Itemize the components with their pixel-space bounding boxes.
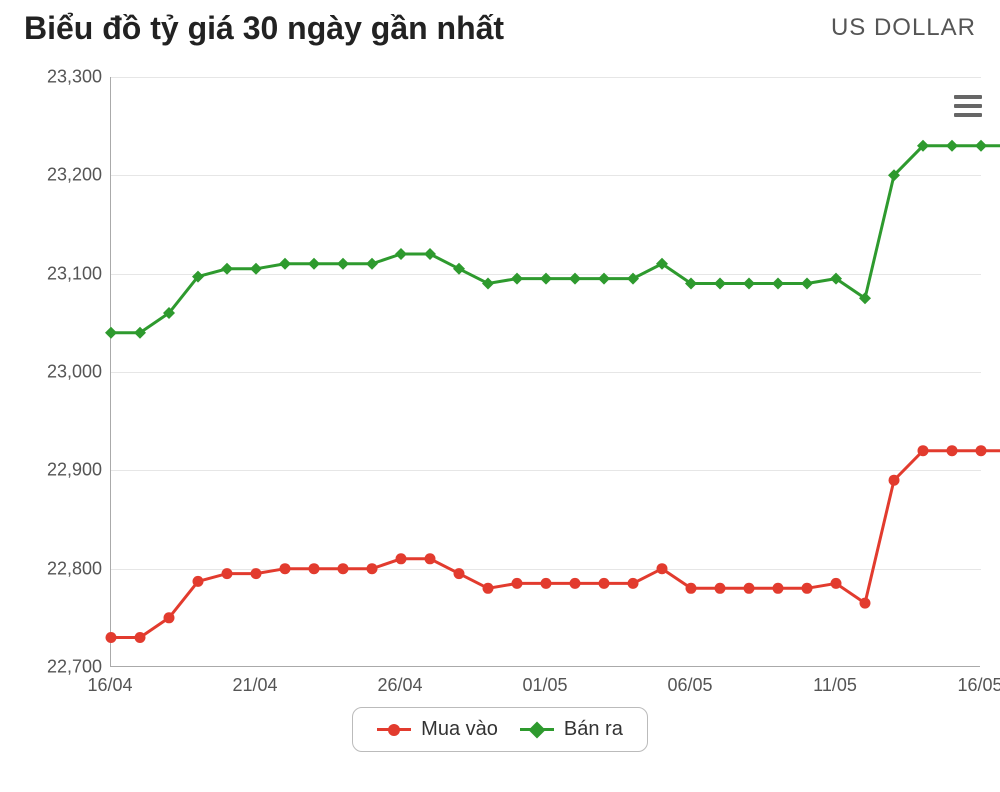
y-axis-label: 23,000: [47, 362, 102, 383]
legend-container: Mua vào Bán ra: [0, 697, 1000, 752]
x-axis-label: 21/04: [232, 675, 277, 696]
x-axis-label: 26/04: [377, 675, 422, 696]
x-axis-label: 06/05: [667, 675, 712, 696]
series-mua-vào: [111, 77, 981, 667]
x-axis-label: 01/05: [522, 675, 567, 696]
legend-line-icon: [520, 728, 554, 731]
chart-title: Biểu đồ tỷ giá 30 ngày gần nhất: [24, 10, 504, 47]
legend-line-icon: [377, 728, 411, 731]
y-axis-label: 23,100: [47, 263, 102, 284]
x-axis-label: 11/05: [813, 675, 857, 696]
hamburger-icon: [954, 95, 982, 99]
y-axis-label: 23,300: [47, 67, 102, 88]
legend: Mua vào Bán ra: [352, 707, 648, 752]
legend-item[interactable]: Mua vào: [377, 718, 498, 741]
plot-region: [110, 77, 980, 667]
legend-label: Bán ra: [564, 718, 623, 741]
chart-area: 22,70022,80022,90023,00023,10023,20023,3…: [0, 47, 1000, 697]
legend-marker-icon: [528, 721, 545, 738]
chart-menu-button[interactable]: [954, 95, 982, 117]
chart-header: Biểu đồ tỷ giá 30 ngày gần nhất US DOLLA…: [0, 0, 1000, 47]
legend-item[interactable]: Bán ra: [520, 718, 623, 741]
legend-label: Mua vào: [421, 718, 498, 741]
x-axis-label: 16/04: [87, 675, 132, 696]
y-axis-label: 23,200: [47, 165, 102, 186]
y-axis-label: 22,900: [47, 460, 102, 481]
y-axis-label: 22,800: [47, 558, 102, 579]
legend-marker-icon: [388, 724, 400, 736]
chart-subtitle: US DOLLAR: [831, 10, 976, 42]
x-axis-label: 16/05: [957, 675, 1000, 696]
